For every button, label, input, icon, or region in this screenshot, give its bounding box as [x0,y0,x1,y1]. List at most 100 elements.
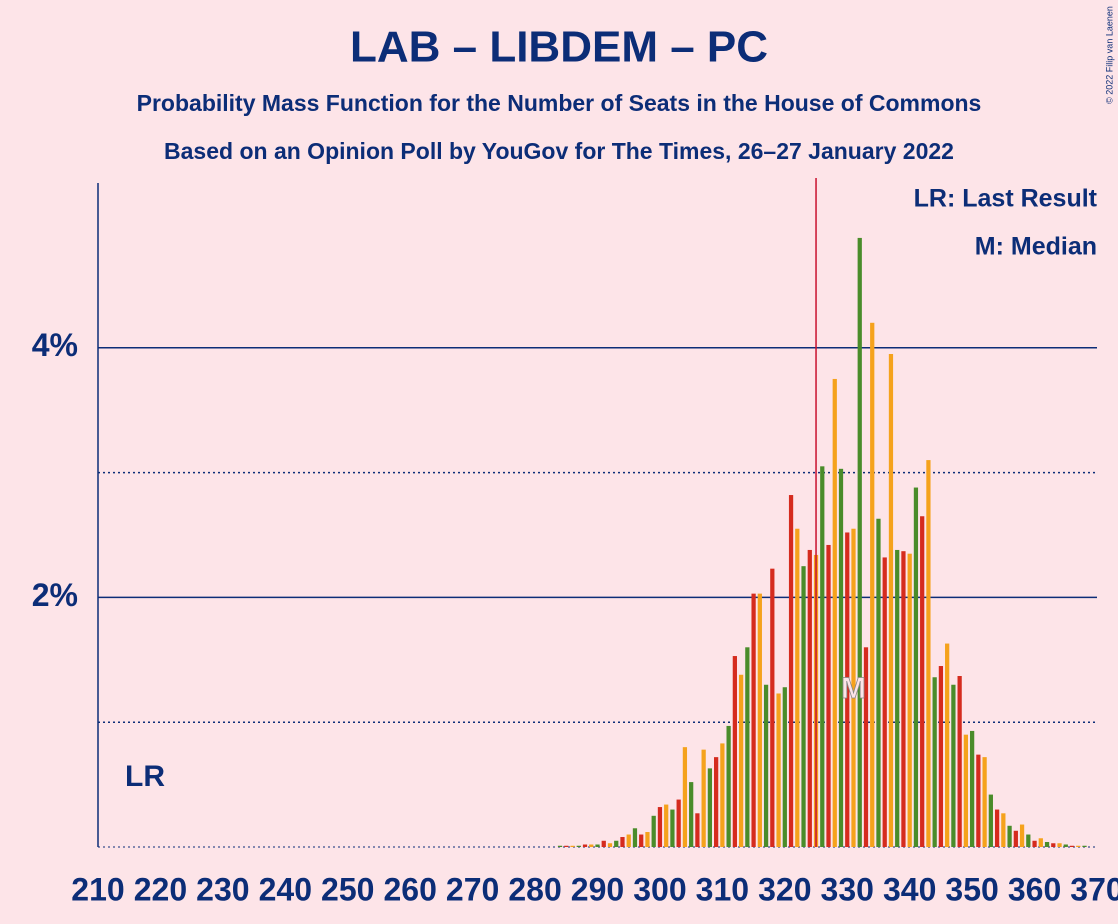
x-tick-label: 330 [821,871,874,907]
bar [932,677,937,847]
bar [607,843,613,847]
bar [876,518,881,847]
bar [1032,840,1037,847]
bar [976,754,981,847]
bar [988,794,993,847]
bar [682,747,688,847]
bar [832,378,837,847]
x-tick-label: 310 [696,871,749,907]
bar [582,844,588,847]
x-tick-label: 370 [1070,871,1118,907]
x-tick-label: 360 [1008,871,1061,907]
bar [982,757,987,847]
bar [651,815,656,847]
bar [1007,825,1012,847]
bar [701,749,706,847]
bar [1019,824,1025,847]
bar [845,532,850,847]
bar [620,837,625,847]
bar [632,828,638,847]
bar [1038,838,1043,847]
chart-subtitle: Based on an Opinion Poll by YouGov for T… [164,138,954,164]
x-tick-label: 290 [571,871,624,907]
bar [801,566,806,847]
bar [1057,843,1062,847]
bar [595,844,600,847]
bar [689,782,694,847]
bar [882,557,887,847]
x-tick-label: 240 [259,871,312,907]
bar [1082,845,1087,847]
bar [732,656,737,847]
bar [907,553,912,847]
bar [757,593,762,847]
bar [926,460,931,847]
bar [920,516,925,847]
x-tick-label: 320 [758,871,811,907]
bar [782,687,787,847]
copyright: © 2022 Filip van Laenen [1104,6,1114,104]
legend-entry: M: Median [975,233,1097,261]
legend-entry: LR: Last Result [914,185,1098,213]
x-tick-label: 280 [508,871,561,907]
bar [770,568,775,847]
bar [670,809,675,847]
bar [664,804,669,847]
bar [720,743,725,847]
bar [807,549,812,847]
bar [1063,844,1068,847]
bar [576,845,581,847]
x-tick-label: 300 [633,871,686,907]
bar [1076,845,1081,847]
bar [763,684,769,847]
bar [1044,842,1050,847]
bar [963,734,969,847]
bar [1013,830,1018,847]
bar [788,495,794,847]
bar [970,730,975,847]
median-marker: M [841,672,866,705]
bar [751,593,756,847]
bar [1026,834,1031,847]
x-tick-label: 250 [321,871,374,907]
bar [645,832,650,847]
bar [820,466,825,847]
bar [614,840,619,847]
bar [957,676,962,847]
x-tick-label: 210 [71,871,124,907]
bar [913,487,919,847]
chart-title: LAB – LIBDEM – PC [350,23,768,72]
last-result-label: LR [125,760,165,793]
bar [776,693,781,847]
bar [564,845,569,847]
bar [863,647,869,847]
bar [657,807,663,847]
bar [945,643,950,847]
y-tick-label: 2% [32,577,78,613]
bar [1051,843,1056,847]
chart-subtitle: Probability Mass Function for the Number… [137,90,982,116]
bar [570,845,575,847]
bar [738,674,744,847]
bar [795,528,800,847]
bar [676,799,681,847]
x-tick-label: 230 [196,871,249,907]
x-tick-label: 260 [383,871,436,907]
bar [745,647,750,847]
bar [826,544,831,847]
y-tick-label: 4% [32,327,78,363]
bar [938,666,944,847]
bar [895,549,900,847]
bar [901,551,906,847]
bar [714,757,719,847]
bar [838,468,844,847]
bar [1001,813,1006,847]
bar [726,725,731,847]
bar [888,353,894,847]
bar [1069,845,1075,847]
bar [707,768,713,847]
bar [951,684,956,847]
bar [857,237,862,847]
